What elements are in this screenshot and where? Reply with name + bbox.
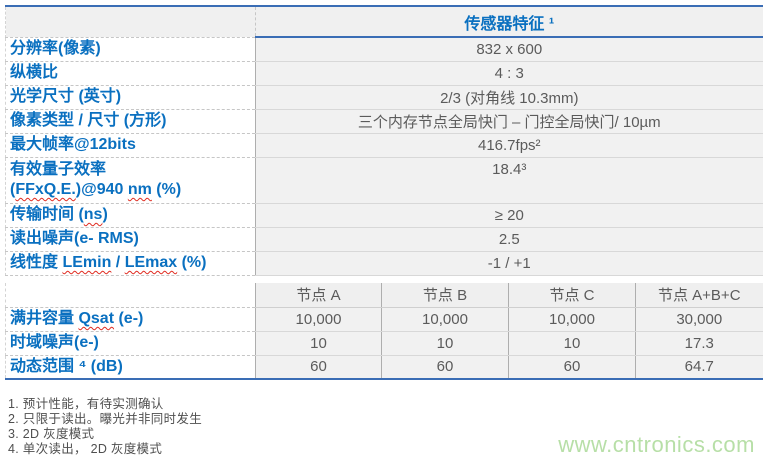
watermark: www.cntronics.com	[558, 432, 755, 457]
row-value-transfer-time: ≥ 20	[254, 203, 763, 228]
row-label-optical-size: 光学尺寸 (英寸)	[5, 85, 256, 110]
row-label-quantum-efficiency: 有效量子效率 (FFxQ.E.)@940 nm (%)	[5, 157, 256, 204]
node-column-b: 节点 B	[381, 283, 509, 308]
full-well-node-c: 10,000	[508, 307, 636, 332]
row-value-linearity: -1 / +1	[254, 251, 763, 276]
temporal-noise-node-b: 10	[381, 331, 509, 356]
row-label-resolution: 分辨率(像素)	[5, 37, 256, 62]
row-value-resolution: 832 x 600	[254, 37, 763, 62]
spacer-cell	[5, 275, 763, 283]
row-value-readout-noise: 2.5	[254, 227, 763, 252]
header-empty-cell	[5, 6, 256, 38]
row-label-pixel-type: 像素类型 / 尺寸 (方形)	[5, 109, 256, 134]
row-label-full-well: 满井容量 Qsat (e-)	[5, 307, 256, 332]
node-header-row: 节点 A 节点 B 节点 C 节点 A+B+C	[5, 283, 763, 308]
footnote-2: 2. 只限于读出。曝光并非同时发生	[8, 412, 202, 426]
sensor-spec-table: 传感器特征 ¹ 分辨率(像素) 832 x 600 纵横比 4 : 3 光学尺寸…	[5, 5, 763, 380]
row-value-optical-size: 2/3 (对角线 10.3mm)	[254, 85, 763, 110]
spacer-row	[5, 275, 763, 283]
table-row: 满井容量 Qsat (e-) 10,000 10,000 10,000 30,0…	[5, 307, 763, 332]
temporal-noise-node-c: 10	[508, 331, 636, 356]
row-label-readout-noise: 读出噪声(e- RMS)	[5, 227, 256, 252]
table-row: 分辨率(像素) 832 x 600	[5, 37, 763, 62]
row-label-transfer-time: 传输时间 (ns)	[5, 203, 256, 228]
row-label-dynamic-range: 动态范围 ⁴ (dB)	[5, 355, 256, 379]
table-row: 像素类型 / 尺寸 (方形) 三个内存节点全局快门 – 门控全局快门/ 10µm	[5, 109, 763, 134]
full-well-node-a: 10,000	[255, 307, 382, 332]
dynamic-range-node-a: 60	[255, 355, 382, 379]
table-row: 读出噪声(e- RMS) 2.5	[5, 227, 763, 252]
dynamic-range-node-c: 60	[508, 355, 636, 379]
row-label-aspect-ratio: 纵横比	[5, 61, 256, 86]
node-column-abc: 节点 A+B+C	[634, 283, 763, 308]
row-value-pixel-type: 三个内存节点全局快门 – 门控全局快门/ 10µm	[254, 109, 763, 134]
row-value-quantum-efficiency: 18.4³	[254, 157, 763, 204]
temporal-noise-node-abc: 17.3	[634, 331, 763, 356]
full-well-node-b: 10,000	[381, 307, 509, 332]
footnotes: 1. 预计性能，有待实测确认 2. 只限于读出。曝光并非同时发生 3. 2D 灰…	[8, 397, 202, 457]
table-title: 传感器特征 ¹	[254, 6, 763, 38]
table-row: 纵横比 4 : 3	[5, 61, 763, 86]
row-label-linearity: 线性度 LEmin / LEmax (%)	[5, 251, 256, 276]
node-column-c: 节点 C	[508, 283, 636, 308]
table-row: 光学尺寸 (英寸) 2/3 (对角线 10.3mm)	[5, 85, 763, 110]
row-label-temporal-noise: 时域噪声(e-)	[5, 331, 256, 356]
row-value-max-framerate: 416.7fps²	[254, 133, 763, 158]
footnote-1: 1. 预计性能，有待实测确认	[8, 397, 164, 411]
table-row: 有效量子效率 (FFxQ.E.)@940 nm (%) 18.4³	[5, 157, 763, 204]
footnote-3: 3. 2D 灰度模式	[8, 427, 95, 441]
footnote-4: 4. 单次读出， 2D 灰度模式	[8, 442, 163, 456]
node-header-empty-cell	[5, 283, 256, 308]
full-well-node-abc: 30,000	[634, 307, 763, 332]
temporal-noise-node-a: 10	[255, 331, 382, 356]
row-label-max-framerate: 最大帧率@12bits	[5, 133, 256, 158]
dynamic-range-node-abc: 64.7	[634, 355, 763, 379]
node-column-a: 节点 A	[255, 283, 382, 308]
dynamic-range-node-b: 60	[381, 355, 509, 379]
table-row: 最大帧率@12bits 416.7fps²	[5, 133, 763, 158]
table-row: 线性度 LEmin / LEmax (%) -1 / +1	[5, 251, 763, 276]
table-row: 动态范围 ⁴ (dB) 60 60 60 64.7	[5, 355, 763, 379]
table-header-row: 传感器特征 ¹	[5, 6, 763, 38]
table-row: 时域噪声(e-) 10 10 10 17.3	[5, 331, 763, 356]
row-value-aspect-ratio: 4 : 3	[254, 61, 763, 86]
table-row: 传输时间 (ns) ≥ 20	[5, 203, 763, 228]
